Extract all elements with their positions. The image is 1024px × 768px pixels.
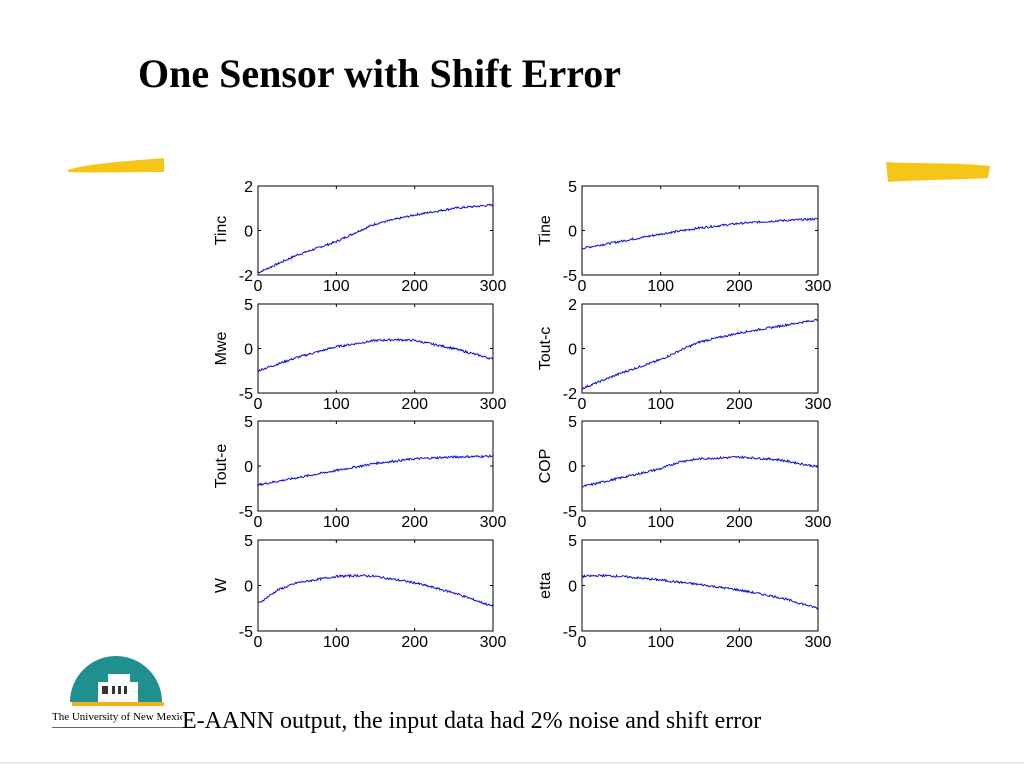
bottom-rule: [0, 762, 1024, 764]
series-line: [581, 318, 818, 390]
y-tick-label: 5: [568, 533, 577, 550]
series-line: [581, 217, 819, 250]
logo-text: The University of New Mexico: [52, 711, 182, 723]
series-line: [257, 573, 494, 608]
x-tick-label: 100: [323, 514, 350, 531]
plot-frame: [257, 539, 494, 632]
x-tick-label: 0: [254, 514, 263, 531]
x-tick-label: 100: [647, 278, 674, 295]
y-tick-label: -2: [563, 386, 577, 403]
x-tick-label: 0: [578, 278, 587, 295]
plot-frame: [581, 185, 819, 276]
plot-frame: [581, 420, 819, 512]
y-tick-label: 5: [244, 297, 253, 314]
slide-caption: E-AANN output, the input data had 2% noi…: [182, 708, 762, 734]
y-tick-label: -2: [239, 268, 253, 285]
y-tick-label: 5: [244, 414, 253, 431]
x-tick-label: 300: [805, 278, 832, 295]
left-highlight-stroke: [68, 158, 164, 173]
y-tick-label: -5: [239, 624, 253, 641]
x-tick-label: 0: [578, 634, 587, 651]
x-tick-label: 300: [480, 396, 507, 413]
y-axis-label: Tinc: [213, 216, 230, 246]
x-tick-label: 300: [805, 514, 832, 531]
y-axis-label: COP: [537, 449, 554, 484]
right-highlight-stroke: [886, 162, 990, 182]
y-axis-label: etta: [537, 572, 554, 599]
x-tick-label: 0: [254, 396, 263, 413]
x-tick-label: 100: [323, 634, 350, 651]
x-tick-label: 200: [401, 514, 428, 531]
x-tick-label: 200: [401, 278, 428, 295]
series-line: [581, 455, 819, 489]
x-tick-label: 200: [726, 634, 753, 651]
x-tick-label: 300: [480, 634, 507, 651]
series-line: [257, 203, 494, 274]
y-tick-label: 0: [568, 579, 577, 596]
y-axis-label: Mwe: [213, 332, 230, 366]
slide-title: One Sensor with Shift Error: [138, 51, 621, 96]
plot-frame: [257, 420, 494, 512]
x-tick-label: 100: [323, 396, 350, 413]
y-tick-label: 0: [568, 224, 577, 241]
y-tick-label: -5: [239, 386, 253, 403]
y-tick-label: -5: [563, 504, 577, 521]
y-tick-label: 0: [568, 342, 577, 359]
x-tick-label: 0: [578, 396, 587, 413]
x-tick-label: 100: [647, 634, 674, 651]
y-axis-label: Tine: [537, 215, 554, 246]
y-tick-label: 5: [568, 179, 577, 196]
y-tick-label: 0: [244, 342, 253, 359]
x-tick-label: 300: [480, 514, 507, 531]
y-tick-label: 0: [568, 459, 577, 476]
x-tick-label: 200: [401, 396, 428, 413]
series-line: [581, 573, 819, 610]
x-tick-label: 0: [254, 278, 263, 295]
y-axis-label: W: [213, 577, 230, 593]
plot-frame: [581, 303, 819, 394]
x-tick-label: 200: [726, 396, 753, 413]
logo-underline: [52, 727, 184, 728]
x-tick-label: 200: [726, 278, 753, 295]
plot-frame: [581, 539, 819, 632]
series-line: [257, 338, 494, 373]
x-tick-label: 100: [647, 396, 674, 413]
x-tick-label: 100: [323, 278, 350, 295]
x-tick-label: 300: [805, 634, 832, 651]
y-tick-label: -5: [239, 504, 253, 521]
y-tick-label: 0: [244, 459, 253, 476]
x-tick-label: 300: [480, 278, 507, 295]
y-tick-label: 0: [244, 224, 253, 241]
series-line: [257, 454, 494, 487]
x-tick-label: 200: [401, 634, 428, 651]
x-tick-label: 0: [578, 514, 587, 531]
y-axis-label: Tout-c: [537, 327, 554, 371]
y-tick-label: -5: [563, 624, 577, 641]
x-tick-label: 300: [805, 396, 832, 413]
y-tick-label: -5: [563, 268, 577, 285]
plot-frame: [257, 185, 494, 276]
y-axis-label: Tout-e: [213, 444, 230, 489]
y-tick-label: 5: [244, 533, 253, 550]
x-tick-label: 100: [647, 514, 674, 531]
y-tick-label: 2: [568, 297, 577, 314]
x-tick-label: 200: [726, 514, 753, 531]
y-tick-label: 0: [244, 579, 253, 596]
y-tick-label: 2: [244, 179, 253, 196]
university-logo-icon: [70, 656, 164, 706]
x-tick-label: 0: [254, 634, 263, 651]
y-tick-label: 5: [568, 414, 577, 431]
